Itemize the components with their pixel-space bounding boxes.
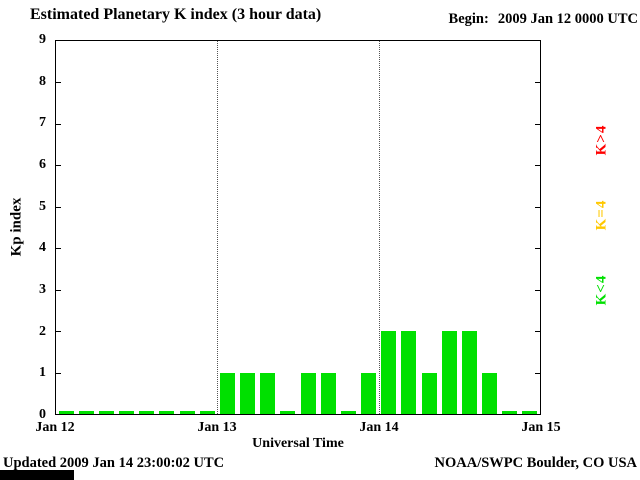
bottom-left-black-bar	[0, 470, 74, 480]
kp-bar	[78, 411, 94, 414]
kp-bar	[461, 331, 477, 414]
y-axis-tick-mark	[535, 372, 540, 374]
kp-bar	[119, 411, 135, 414]
kp-bar	[320, 372, 336, 414]
kp-bar	[159, 411, 175, 414]
kp-bar	[522, 411, 538, 414]
kp-bar	[502, 411, 518, 414]
y-axis-tick-mark	[535, 123, 540, 125]
legend-item-k4: K=4	[593, 199, 610, 231]
legend-item-k4: K<4	[593, 274, 610, 306]
x-axis-title: Universal Time	[252, 436, 344, 451]
x-axis-tick-label: Jan 12	[35, 420, 75, 435]
begin-value: 2009 Jan 12 0000 UTC	[497, 11, 638, 27]
y-axis-tick-label: 7	[39, 115, 46, 131]
x-axis-tick-label: Jan 13	[197, 420, 237, 435]
kp-bar	[340, 411, 356, 414]
y-axis-tick-label: 2	[39, 323, 46, 339]
y-axis-tick-mark	[56, 248, 61, 250]
kp-bar	[240, 372, 256, 414]
y-axis-tick-label: 3	[39, 282, 46, 297]
y-axis-tick-mark	[56, 123, 61, 125]
kp-bar	[98, 411, 114, 414]
y-axis-tick-label: 8	[39, 73, 46, 89]
kp-bar	[139, 411, 155, 414]
y-axis-tick-mark	[56, 82, 61, 84]
x-axis-tick-label: Jan 15	[521, 420, 561, 435]
legend-item-k4: K>4	[593, 124, 610, 156]
y-axis-tick-label: 5	[39, 198, 46, 214]
x-axis-tick-label: Jan 14	[359, 420, 399, 435]
kp-bar	[199, 411, 215, 414]
kp-bar	[361, 372, 377, 414]
y-axis-tick-mark	[56, 206, 61, 208]
kp-bar	[482, 372, 498, 414]
plot-area	[55, 40, 541, 415]
y-axis-tick-mark	[535, 248, 540, 250]
y-axis-tick-mark	[56, 372, 61, 374]
y-axis-tick-mark	[535, 206, 540, 208]
y-axis-tick-label: 0	[39, 407, 46, 422]
updated-timestamp: Updated 2009 Jan 14 23:00:02 UTC	[3, 455, 225, 471]
kp-bar	[421, 372, 437, 414]
y-axis-tick-mark	[56, 331, 61, 333]
day-boundary-dotted-line	[378, 41, 380, 414]
begin-timestamp: Begin: 2009 Jan 12 0000 UTC	[449, 11, 638, 28]
kp-bar	[280, 411, 296, 414]
y-axis-tick-label: 9	[39, 32, 46, 47]
kp-bar	[381, 331, 397, 414]
kp-bar	[179, 411, 195, 414]
kp-bar	[441, 331, 457, 414]
y-axis-tick-mark	[535, 289, 540, 291]
y-axis-tick-mark	[535, 165, 540, 167]
day-boundary-dotted-line	[217, 41, 219, 414]
kp-bar	[58, 411, 74, 414]
kp-bar	[300, 372, 316, 414]
y-axis-tick-mark	[535, 82, 540, 84]
y-axis-tick-label: 1	[39, 365, 46, 381]
kp-bar	[219, 372, 235, 414]
y-axis-tick-label: 6	[39, 157, 46, 172]
begin-label: Begin:	[448, 11, 489, 27]
y-axis-tick-mark	[56, 165, 61, 167]
y-axis-tick-mark	[56, 289, 61, 291]
y-axis-tick-label: 4	[39, 240, 46, 256]
chart-title: Estimated Planetary K index (3 hour data…	[30, 6, 322, 23]
source-credit: NOAA/SWPC Boulder, CO USA	[434, 455, 638, 471]
kp-bar	[401, 331, 417, 414]
y-axis-tick-mark	[535, 331, 540, 333]
y-axis-title: Kp index	[8, 197, 25, 257]
kp-bar	[260, 372, 276, 414]
